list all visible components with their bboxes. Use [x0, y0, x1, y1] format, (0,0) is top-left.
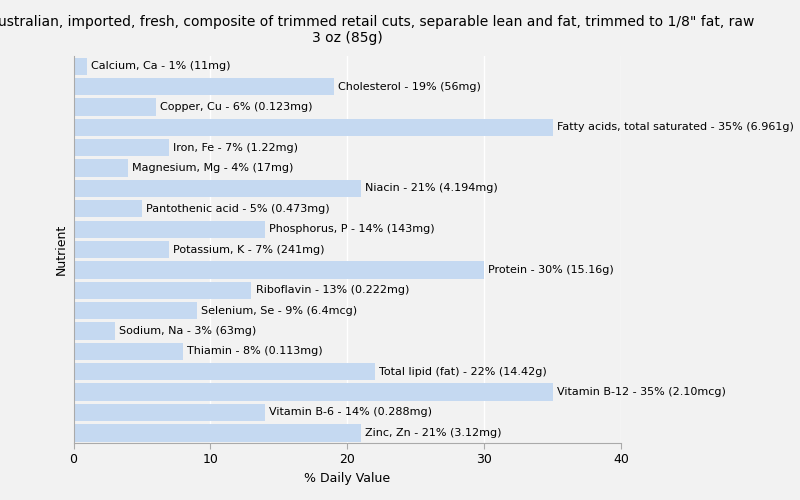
Bar [74, 98, 156, 116]
Y-axis label: Nutrient: Nutrient [55, 224, 68, 275]
Text: Fatty acids, total saturated - 35% (6.961g): Fatty acids, total saturated - 35% (6.96… [557, 122, 794, 132]
Text: Calcium, Ca - 1% (11mg): Calcium, Ca - 1% (11mg) [91, 62, 231, 72]
Bar [74, 404, 265, 421]
Text: Vitamin B-6 - 14% (0.288mg): Vitamin B-6 - 14% (0.288mg) [270, 408, 432, 418]
Bar [74, 139, 170, 156]
Text: Copper, Cu - 6% (0.123mg): Copper, Cu - 6% (0.123mg) [160, 102, 312, 112]
Bar [74, 342, 183, 360]
Bar [74, 302, 197, 320]
Text: Selenium, Se - 9% (6.4mcg): Selenium, Se - 9% (6.4mcg) [201, 306, 357, 316]
Text: Niacin - 21% (4.194mg): Niacin - 21% (4.194mg) [365, 184, 498, 194]
Bar [74, 118, 553, 136]
Text: Zinc, Zn - 21% (3.12mg): Zinc, Zn - 21% (3.12mg) [365, 428, 502, 438]
Bar [74, 363, 374, 380]
Bar [74, 384, 553, 401]
Text: Total lipid (fat) - 22% (14.42g): Total lipid (fat) - 22% (14.42g) [378, 366, 546, 376]
Bar [74, 200, 142, 218]
Title: Lamb, Australian, imported, fresh, composite of trimmed retail cuts, separable l: Lamb, Australian, imported, fresh, compo… [0, 15, 754, 45]
Bar [74, 424, 361, 442]
Text: Potassium, K - 7% (241mg): Potassium, K - 7% (241mg) [174, 244, 325, 254]
Text: Riboflavin - 13% (0.222mg): Riboflavin - 13% (0.222mg) [255, 286, 409, 296]
Text: Protein - 30% (15.16g): Protein - 30% (15.16g) [488, 265, 614, 275]
Bar [74, 58, 87, 75]
Text: Pantothenic acid - 5% (0.473mg): Pantothenic acid - 5% (0.473mg) [146, 204, 330, 214]
Text: Vitamin B-12 - 35% (2.10mcg): Vitamin B-12 - 35% (2.10mcg) [557, 387, 726, 397]
Text: Phosphorus, P - 14% (143mg): Phosphorus, P - 14% (143mg) [270, 224, 435, 234]
Bar [74, 220, 265, 238]
X-axis label: % Daily Value: % Daily Value [304, 472, 390, 485]
Bar [74, 78, 334, 96]
Text: Iron, Fe - 7% (1.22mg): Iron, Fe - 7% (1.22mg) [174, 142, 298, 152]
Text: Magnesium, Mg - 4% (17mg): Magnesium, Mg - 4% (17mg) [133, 163, 294, 173]
Text: Sodium, Na - 3% (63mg): Sodium, Na - 3% (63mg) [118, 326, 256, 336]
Bar [74, 322, 114, 340]
Text: Cholesterol - 19% (56mg): Cholesterol - 19% (56mg) [338, 82, 481, 92]
Text: Thiamin - 8% (0.113mg): Thiamin - 8% (0.113mg) [187, 346, 322, 356]
Bar [74, 180, 361, 197]
Bar [74, 282, 251, 299]
Bar [74, 241, 170, 258]
Bar [74, 262, 484, 278]
Bar [74, 160, 128, 177]
